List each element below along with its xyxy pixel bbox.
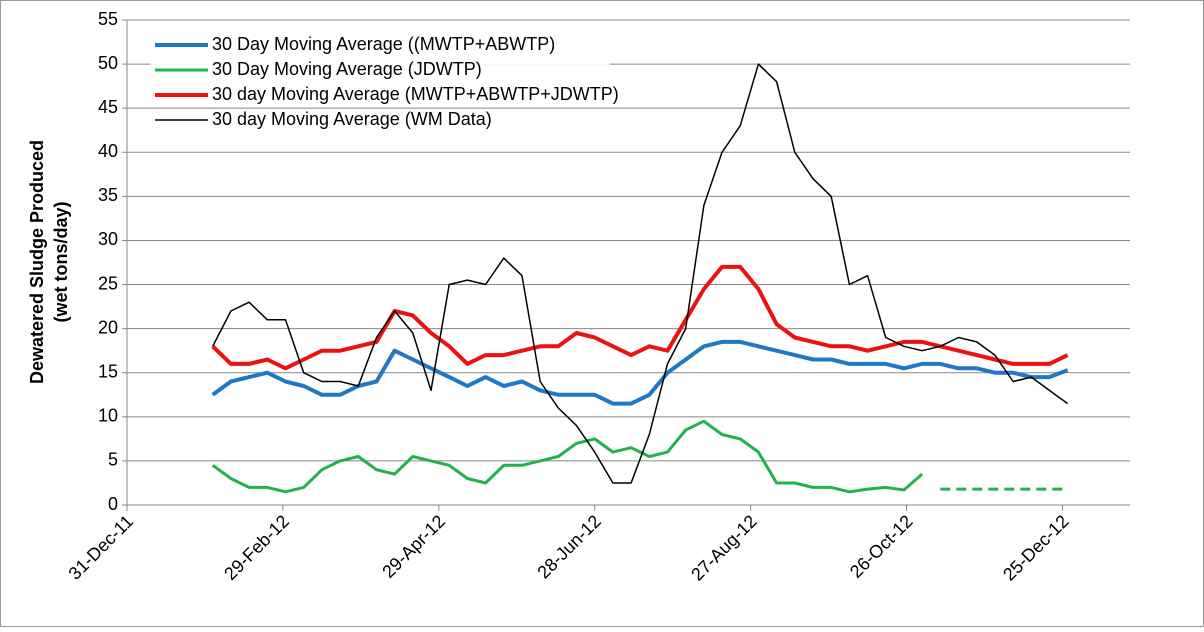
y-tick-label: 40 bbox=[98, 141, 118, 161]
y-tick-label: 25 bbox=[98, 273, 118, 293]
legend-label: 30 day Moving Average (MWTP+ABWTP+JDWTP) bbox=[212, 84, 619, 104]
y-tick-label: 15 bbox=[98, 361, 118, 381]
series-line bbox=[211, 419, 924, 494]
series-line bbox=[211, 339, 1069, 406]
y-tick-label: 55 bbox=[98, 9, 118, 29]
y-tick-label: 10 bbox=[98, 406, 118, 426]
y-axis-title: Dewatered Sludge Produced (wet tons/day) bbox=[27, 140, 71, 384]
y-tick-label: 30 bbox=[98, 229, 118, 249]
legend-label: 30 Day Moving Average (JDWTP) bbox=[212, 59, 482, 79]
legend-bg bbox=[150, 59, 610, 81]
series-line bbox=[212, 63, 1069, 484]
legend-label: 30 day Moving Average (WM Data) bbox=[212, 109, 492, 129]
y-tick-label: 50 bbox=[98, 53, 118, 73]
y-tick-label: 35 bbox=[98, 185, 118, 205]
legend-label: 30 Day Moving Average ((MWTP+ABWTP) bbox=[212, 34, 555, 54]
legend-bg bbox=[150, 34, 610, 56]
legend-bg bbox=[150, 109, 610, 131]
legend-bg bbox=[150, 84, 610, 106]
y-axis-title-line: (wet tons/day) bbox=[51, 201, 71, 322]
y-axis-title-line: Dewatered Sludge Produced bbox=[27, 140, 47, 384]
y-tick-label: 5 bbox=[108, 450, 118, 470]
series-line bbox=[211, 264, 1069, 371]
y-tick-label: 20 bbox=[98, 317, 118, 337]
y-tick-label: 0 bbox=[108, 494, 118, 514]
y-tick-label: 45 bbox=[98, 97, 118, 117]
